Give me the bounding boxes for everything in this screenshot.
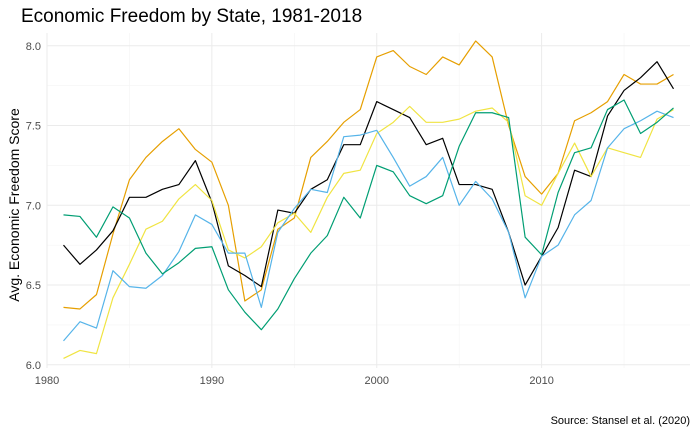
x-tick-label: 1990 — [200, 375, 224, 387]
y-axis-title: Avg. Economic Freedom Score — [6, 108, 22, 302]
x-tick-label: 2000 — [365, 375, 389, 387]
y-tick-label: 8.0 — [26, 41, 41, 53]
series-line-2 — [63, 61, 675, 288]
series-group — [63, 40, 675, 359]
y-tick-label: 7.0 — [26, 200, 41, 212]
x-tick-label: 1980 — [35, 375, 59, 387]
y-axis: 6.0 6.5 7.0 7.5 8.0 — [26, 41, 41, 372]
x-axis: 1980 1990 2000 2010 — [35, 375, 554, 387]
y-tick-label: 6.5 — [26, 280, 41, 292]
chart-title: Economic Freedom by State, 1981-2018 — [21, 6, 362, 27]
x-tick-label: 2010 — [529, 375, 553, 387]
series-line-1 — [63, 40, 674, 310]
caption: Source: Stansel et al. (2020) — [551, 415, 690, 427]
series-line-5 — [63, 99, 674, 331]
series-line-3 — [63, 105, 674, 359]
y-tick-label: 6.0 — [26, 360, 41, 372]
grid — [46, 33, 690, 368]
series-line-4 — [63, 110, 674, 342]
y-tick-label: 7.5 — [26, 121, 41, 133]
